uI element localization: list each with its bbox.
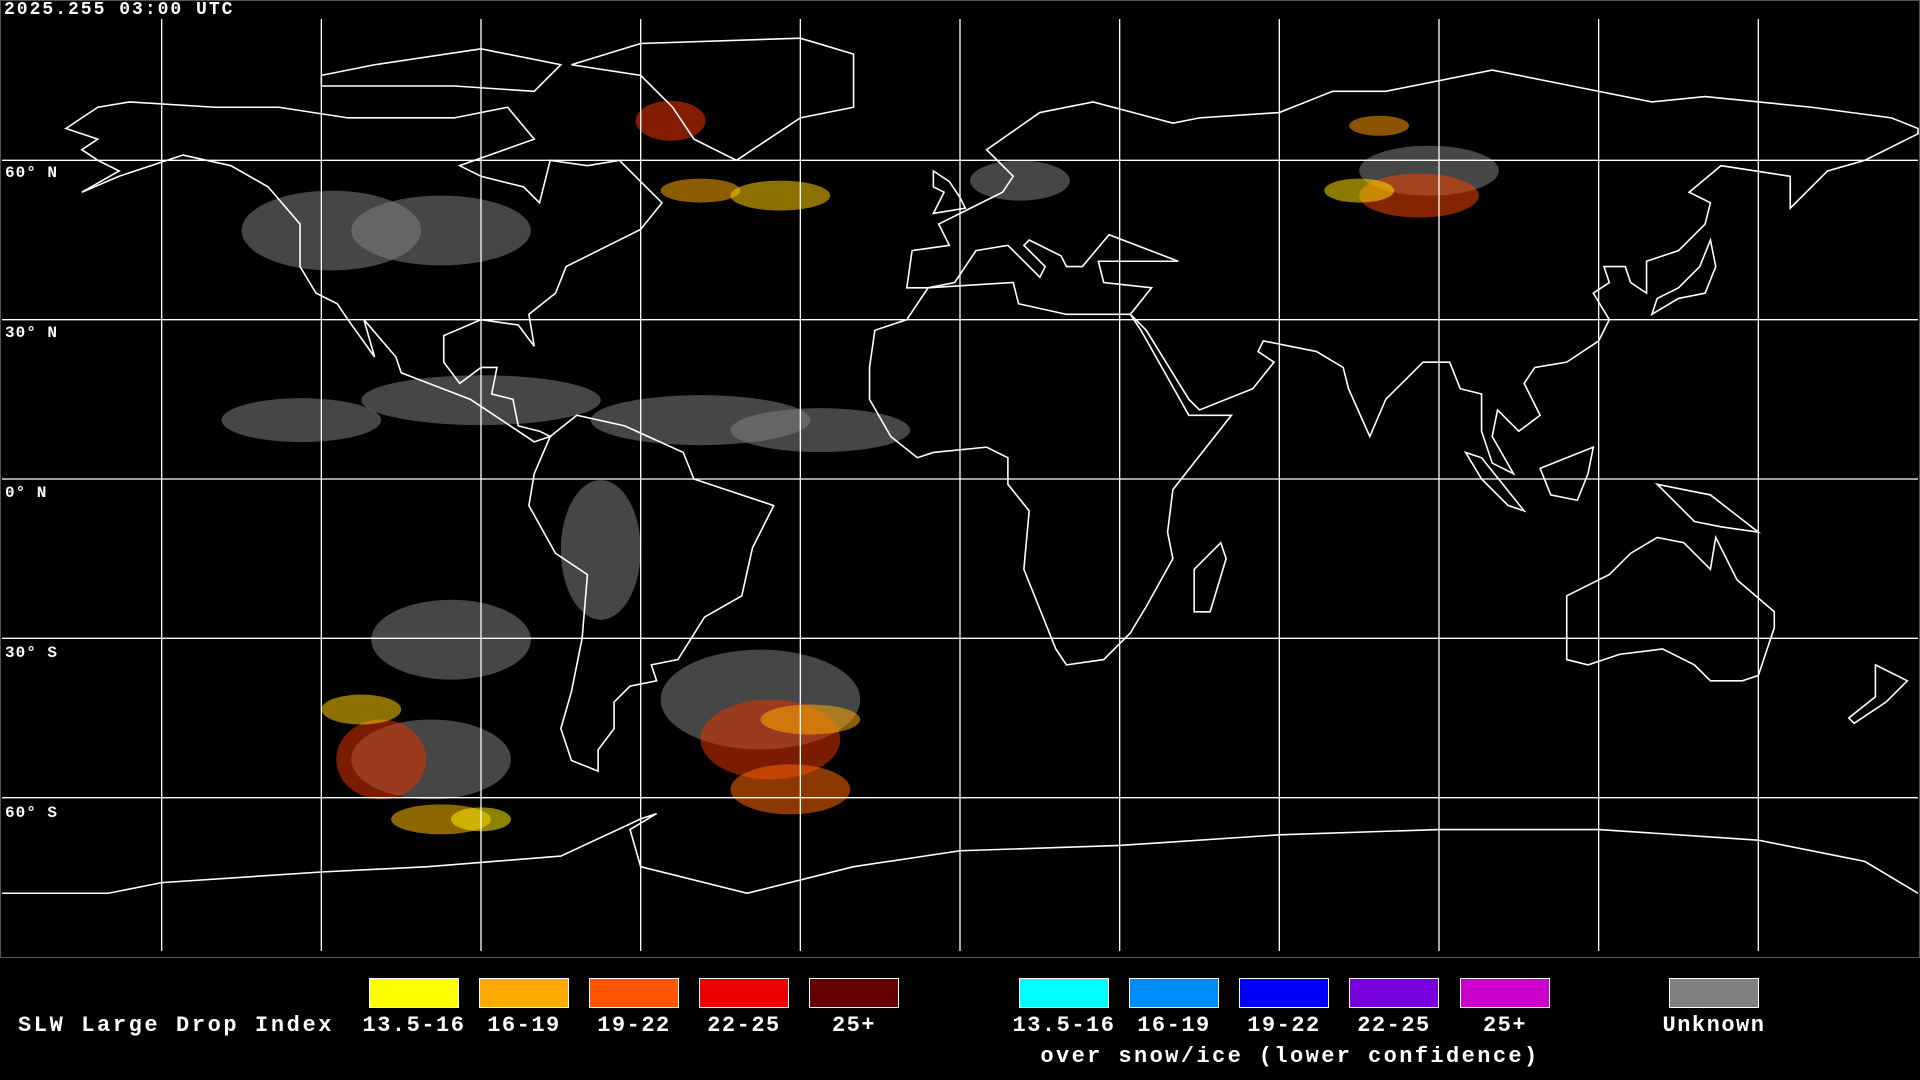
slw-patch [760,704,861,735]
coastline-madagascar [1194,543,1226,612]
legend-snow-4-label: 25+ [1482,1013,1528,1038]
slw-patch [660,178,741,203]
slw-patch [730,764,851,815]
coastline-australia [1567,537,1775,680]
slw-patch [560,479,641,620]
lat-lon-grid [2,18,1918,952]
slw-patch [351,195,531,266]
slw-patch [1349,115,1410,136]
world-map [0,0,1920,958]
slw-patch [336,719,427,800]
legend-snow-0-label: 13.5-16 [1012,1013,1116,1038]
lat-label-60n: 60° N [5,164,59,182]
legend-unknown-swatch [1669,978,1759,1008]
coastlines [2,38,1918,893]
coastline-japan [1652,240,1716,314]
lat-label-30n: 30° N [5,324,59,342]
coastline-arctic-islands [321,49,560,91]
coastline-eurasia [907,70,1918,474]
slw-patch [371,599,531,680]
coastline-south-america [529,415,774,771]
slw-patch [321,694,402,725]
legend-main-3-swatch [699,978,789,1008]
slw-patch [1324,178,1395,203]
legend-main-2-label: 19-22 [597,1013,671,1038]
coastline-greenland [571,38,853,160]
slw-patch [221,398,382,443]
slw-patch [635,100,706,141]
coastline-antarctica [2,814,1918,894]
slw-patch [730,180,831,211]
coastline-africa [870,282,1232,664]
slw-patch [730,408,911,453]
legend-main-1-label: 16-19 [487,1013,561,1038]
legend-snow-0-swatch [1019,978,1109,1008]
legend-snow-4-swatch [1460,978,1550,1008]
legend-main-4-label: 25+ [831,1013,877,1038]
coastline-sumatra [1466,452,1525,510]
legend-unknown-label: Unknown [1662,1013,1766,1038]
legend-snow-1-label: 16-19 [1137,1013,1211,1038]
timestamp: 2025.255 03:00 UTC [4,0,235,20]
legend-snow-2-swatch [1239,978,1329,1008]
legend-snow-3-swatch [1349,978,1439,1008]
slw-data-layer [221,100,1499,835]
coastline-new-guinea [1657,484,1758,532]
lat-label-30s: 30° S [5,644,59,662]
coastline-borneo [1540,447,1593,500]
coastline-britain [933,171,965,213]
slw-patch [969,160,1070,201]
legend-title: SLW Large Drop Index [18,1013,335,1038]
legend-main-3-label: 22-25 [707,1013,781,1038]
legend-main-0-label: 13.5-16 [362,1013,466,1038]
coastline-new-zealand [1849,665,1908,723]
snow-ice-caption: over snow/ice (lower confidence) [1040,1044,1540,1069]
lat-label-0n: 0° N [5,484,48,502]
legend-snow-3-label: 22-25 [1357,1013,1431,1038]
legend-snow-1-swatch [1129,978,1219,1008]
lat-label-60s: 60° S [5,804,59,822]
legend-main-4-swatch [809,978,899,1008]
legend-main-1-swatch [479,978,569,1008]
legend-main-0-swatch [369,978,459,1008]
legend-snow-2-label: 19-22 [1247,1013,1321,1038]
legend-main-2-swatch [589,978,679,1008]
coastline-north-america [66,102,662,442]
